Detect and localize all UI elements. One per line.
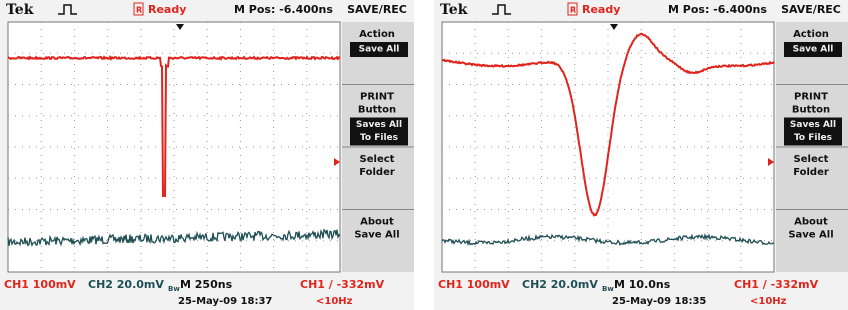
menu-label: PRINT bbox=[794, 92, 828, 103]
menu-label: Folder bbox=[359, 167, 395, 178]
timebase: M 250ns bbox=[180, 278, 233, 291]
menu-label: PRINT bbox=[360, 92, 394, 103]
menu-value: Saves All bbox=[790, 120, 836, 130]
status: Ready bbox=[148, 3, 186, 16]
menu-label: Select bbox=[794, 154, 829, 165]
menu-title: SAVE/REC bbox=[781, 3, 841, 16]
menu-value: Saves All bbox=[356, 120, 402, 130]
status: Ready bbox=[582, 3, 620, 16]
menu-title: SAVE/REC bbox=[347, 3, 407, 16]
ch1-scale: CH1 100mV bbox=[438, 278, 510, 291]
status-marker: R bbox=[570, 6, 576, 15]
trigger-setting: CH1 ∕ -332mV bbox=[734, 278, 819, 291]
ch1-scale: CH1 100mV bbox=[4, 278, 76, 291]
frequency: <10Hz bbox=[750, 296, 787, 307]
menu-label: Select bbox=[360, 154, 395, 165]
menu-label: Button bbox=[358, 105, 396, 116]
ch2-scale: CH2 20.0mV bbox=[88, 278, 164, 291]
menu-label: Action bbox=[359, 29, 395, 40]
screenshot: Tek R Ready M Pos: -6.400ns SAVE/REC Action Sa… bbox=[0, 0, 848, 310]
status-marker: R bbox=[136, 6, 142, 15]
bandwidth: Bw bbox=[168, 285, 180, 293]
menu-value: To Files bbox=[360, 133, 398, 143]
date-time: 25-May-09 18:37 bbox=[178, 296, 272, 307]
menu-label: Action bbox=[793, 29, 829, 40]
date-time: 25-May-09 18:35 bbox=[612, 296, 706, 307]
brand: Tek bbox=[440, 2, 468, 18]
trigger-setting: CH1 ∕ -332mV bbox=[300, 278, 385, 291]
timebase: M 10.0ns bbox=[614, 278, 671, 291]
menu-label: About bbox=[360, 217, 394, 228]
bandwidth: Bw bbox=[602, 285, 614, 293]
ch2-scale: CH2 20.0mV bbox=[522, 278, 598, 291]
menu-label: Folder bbox=[793, 167, 829, 178]
menu-label: Button bbox=[792, 105, 830, 116]
menu-value: To Files bbox=[794, 133, 832, 143]
menu-label: Save All bbox=[354, 230, 399, 241]
menu-label: About bbox=[794, 217, 828, 228]
m-pos: M Pos: -6.400ns bbox=[234, 3, 333, 16]
brand: Tek bbox=[6, 2, 34, 18]
frequency: <10Hz bbox=[316, 296, 353, 307]
menu-label: Save All bbox=[788, 230, 833, 241]
menu-value: Save All bbox=[359, 45, 400, 55]
m-pos: M Pos: -6.400ns bbox=[668, 3, 767, 16]
menu-value: Save All bbox=[793, 45, 834, 55]
